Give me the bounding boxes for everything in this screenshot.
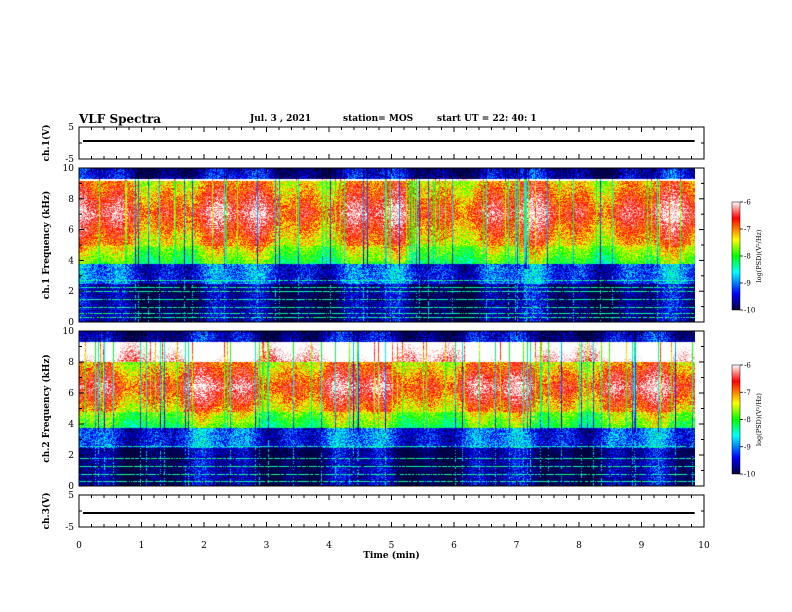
y-axis-label: ch.3(V) <box>41 493 52 530</box>
y-tick-label: 8 <box>68 358 74 368</box>
station-label: station= MOS <box>343 114 414 124</box>
y-axis-label: ch.2 Frequency (kHz) <box>41 354 52 463</box>
date-label: Jul. 3 , 2021 <box>250 114 312 124</box>
colorbar-gradient <box>731 201 741 311</box>
x-tick-label: 3 <box>264 541 270 551</box>
x-tick-label: 1 <box>139 541 145 551</box>
top-waveform: 5 -5 ch.1(V) <box>41 123 705 165</box>
colorbar-tick-label: -6 <box>744 199 751 207</box>
figure-title: VLF Spectra <box>79 112 162 126</box>
y-tick-label: 5 <box>68 491 74 501</box>
y-axis-label: ch.1 Frequency (kHz) <box>41 191 52 300</box>
y-tick-label: 6 <box>68 389 74 399</box>
y-tick-label: 0 <box>68 318 74 328</box>
colorbar-tick-label: -6 <box>744 362 751 370</box>
y-tick-label: 2 <box>68 287 74 297</box>
x-tick-label: 6 <box>451 541 457 551</box>
y-tick-label: 10 <box>63 164 75 174</box>
colorbar-tick-label: -8 <box>744 253 751 261</box>
y-tick-label: -5 <box>65 523 74 533</box>
colorbar-tick-label: -8 <box>744 416 751 424</box>
spectrogram-image <box>79 168 695 322</box>
y-tick-label: 8 <box>68 195 74 205</box>
y-tick-label: -5 <box>65 155 74 165</box>
x-tick-label: 10 <box>698 541 710 551</box>
x-axis-label: Time (min) <box>363 550 420 561</box>
x-tick-label: 8 <box>576 541 582 551</box>
y-tick-label: 4 <box>68 420 74 430</box>
x-tick-label: 4 <box>326 541 332 551</box>
y-tick-label: 5 <box>68 123 74 133</box>
y-tick-label: 2 <box>68 451 74 461</box>
colorbar-gradient <box>731 364 741 475</box>
spectrogram-image <box>79 331 695 486</box>
ch2-spectrogram: 0 2 4 6 8 10 ch.2 Frequency (kHz) -6 -7 -8 -9 -10 lo… <box>41 327 763 492</box>
x-tick-label: 7 <box>514 541 520 551</box>
y-tick-label: 10 <box>63 327 75 337</box>
x-tick-label: 9 <box>639 541 645 551</box>
bottom-waveform: 5 -5 ch.3(V) <box>41 491 705 533</box>
colorbar-tick-label: -9 <box>744 443 751 451</box>
colorbar: -6 -7 -8 -9 -10 log(PSD)(V²/Hz) <box>731 362 763 479</box>
colorbar: -6 -7 -8 -9 -10 log(PSD)(V²/Hz) <box>731 199 763 315</box>
y-tick-label: 4 <box>68 256 74 266</box>
start-time-label: start UT = 22: 40: 1 <box>437 114 537 124</box>
colorbar-tick-label: -10 <box>744 307 755 315</box>
ch1-spectrogram: 0 2 4 6 8 10 ch.1 Frequency (kHz) -6 -7 -8 -9 -10 lo… <box>41 164 763 328</box>
colorbar-label: log(PSD)(V²/Hz) <box>755 229 763 282</box>
panel-frame <box>78 494 705 528</box>
y-tick-label: 6 <box>68 226 74 236</box>
x-tick-label: 0 <box>76 541 82 551</box>
colorbar-tick-label: -9 <box>744 280 751 288</box>
x-tick-label: 5 <box>389 541 395 551</box>
y-axis-label: ch.1(V) <box>41 125 52 162</box>
colorbar-tick-label: -10 <box>744 471 755 479</box>
colorbar-label: log(PSD)(V²/Hz) <box>755 393 763 446</box>
colorbar-tick-label: -7 <box>744 389 751 397</box>
x-tick-label: 2 <box>201 541 207 551</box>
y-tick-label: 0 <box>68 482 74 492</box>
colorbar-tick-label: -7 <box>744 226 751 234</box>
